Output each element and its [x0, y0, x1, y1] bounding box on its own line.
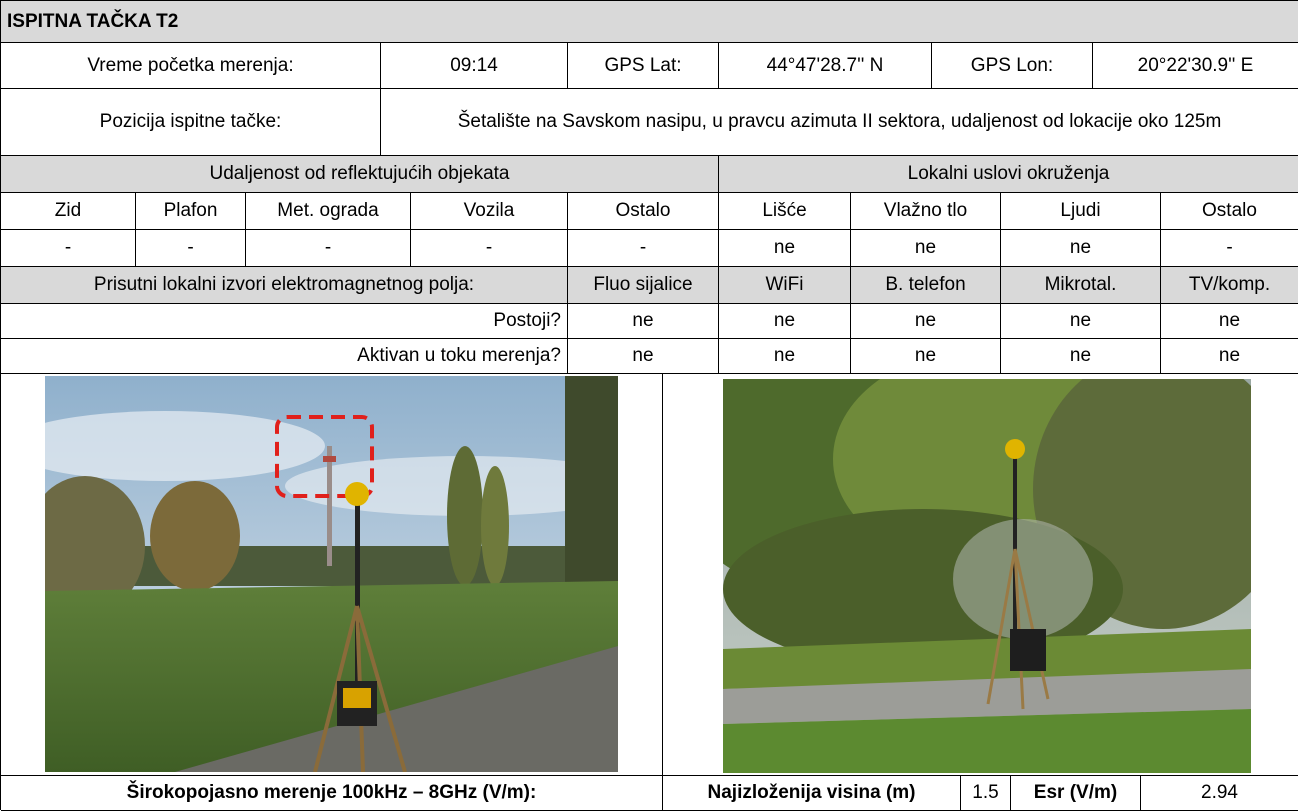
cell-value: ne — [1001, 230, 1161, 267]
cell-value: ne — [851, 230, 1001, 267]
row-label: Postoji? — [1, 304, 568, 339]
cell-value: ne — [1001, 339, 1161, 374]
position: Šetalište na Savskom nasipu, u pravcu az… — [381, 89, 1298, 156]
broadband-label: Širokopojasno merenje 100kHz – 8GHz (V/m… — [1, 776, 663, 811]
cell-value: - — [1, 230, 136, 267]
column-header: Ljudi — [1001, 193, 1161, 230]
photo-cell — [1, 374, 663, 776]
photo-measurement-point — [723, 379, 1251, 773]
gps-lon-label: GPS Lon: — [932, 43, 1093, 89]
column-header: Mikrotal. — [1001, 267, 1161, 304]
column-header: Vlažno tlo — [851, 193, 1001, 230]
cell-value: ne — [719, 339, 851, 374]
column-header: Plafon — [136, 193, 246, 230]
position-label: Pozicija ispitne tačke: — [1, 89, 381, 156]
cell-value: ne — [719, 230, 851, 267]
cell-value: ne — [1161, 339, 1298, 374]
column-header: WiFi — [719, 267, 851, 304]
column-header: Ostalo — [568, 193, 719, 230]
cell-value: ne — [851, 339, 1001, 374]
sources-title: Prisutni lokalni izvori elektromagnetnog… — [1, 267, 568, 304]
gps-lat: 44°47'28.7'' N — [719, 43, 932, 89]
column-header: Fluo sijalice — [568, 267, 719, 304]
esr-value: 2.94 — [1141, 776, 1298, 811]
cell-value: ne — [719, 304, 851, 339]
sheet-title: ISPITNA TAČKA T2 — [1, 1, 1298, 43]
cell-value: - — [568, 230, 719, 267]
cell-value: ne — [1001, 304, 1161, 339]
column-header: Zid — [1, 193, 136, 230]
cell-value: - — [246, 230, 411, 267]
reflective-title: Udaljenost od reflektujućih objekata — [1, 156, 719, 193]
cell-value: ne — [568, 304, 719, 339]
start-time-label: Vreme početka merenja: — [1, 43, 381, 89]
gps-lat-label: GPS Lat: — [568, 43, 719, 89]
height-value: 1.5 — [961, 776, 1011, 811]
gps-lon: 20°22'30.9'' E — [1093, 43, 1298, 89]
cell-value: ne — [1161, 304, 1298, 339]
cell-value: ne — [851, 304, 1001, 339]
start-time: 09:14 — [381, 43, 568, 89]
height-label: Najizloženija visina (m) — [663, 776, 961, 811]
cell-value: - — [1161, 230, 1298, 267]
photo-antenna — [45, 376, 618, 772]
column-header: Ostalo — [1161, 193, 1298, 230]
column-header: Lišće — [719, 193, 851, 230]
cell-value: - — [136, 230, 246, 267]
environment-title: Lokalni uslovi okruženja — [719, 156, 1298, 193]
row-label: Aktivan u toku merenja? — [1, 339, 568, 374]
column-header: B. telefon — [851, 267, 1001, 304]
column-header: Met. ograda — [246, 193, 411, 230]
cell-value: - — [411, 230, 568, 267]
column-header: Vozila — [411, 193, 568, 230]
esr-label: Esr (V/m) — [1011, 776, 1141, 811]
column-header: TV/komp. — [1161, 267, 1298, 304]
photo-cell — [663, 374, 1298, 776]
cell-value: ne — [568, 339, 719, 374]
